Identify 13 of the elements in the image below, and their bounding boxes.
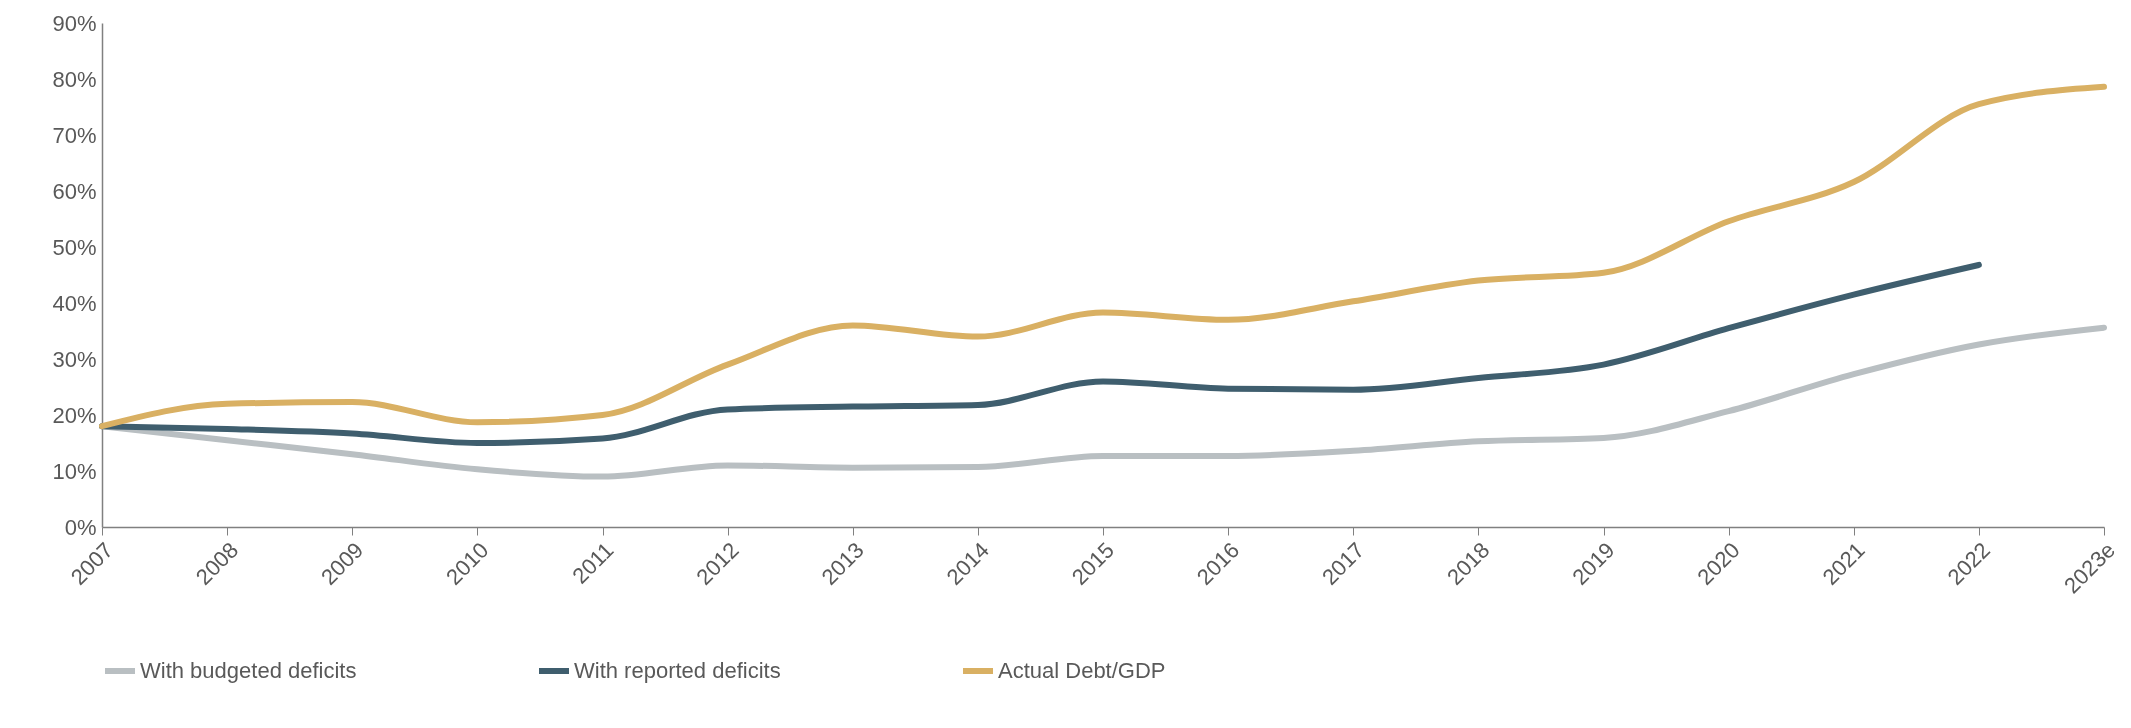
y-tick-label: 50%	[52, 234, 97, 260]
y-tick-label: 10%	[52, 458, 97, 484]
y-tick-label: 90%	[52, 10, 97, 36]
y-tick-label: 80%	[52, 66, 97, 92]
y-tick-label: 70%	[52, 122, 97, 148]
y-tick-label: 40%	[52, 290, 97, 316]
legend-label: With budgeted deficits	[140, 658, 357, 683]
y-tick-label: 60%	[52, 178, 97, 204]
legend-label: Actual Debt/GDP	[998, 658, 1166, 683]
y-tick-label: 0%	[64, 514, 97, 540]
y-tick-label: 20%	[52, 402, 97, 428]
legend-label: With reported deficits	[574, 658, 781, 683]
y-tick-label: 30%	[52, 346, 97, 372]
